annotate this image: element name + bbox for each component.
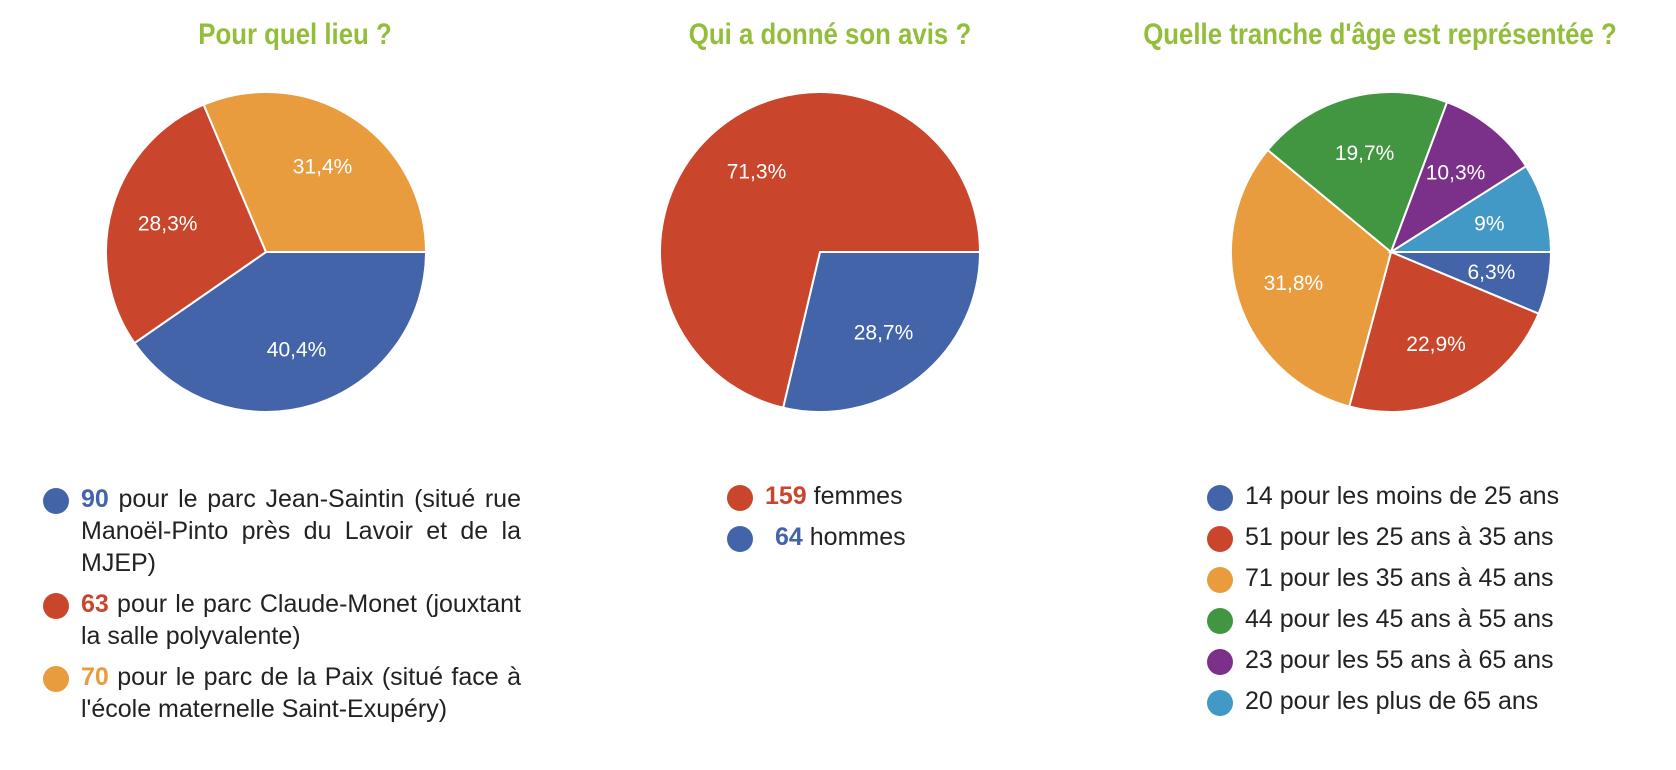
legend-text: 44 pour les 45 ans à 55 ans bbox=[1245, 605, 1554, 633]
legend-item-jean-saintin: 90 pour le parc Jean-Saintin (situé rue … bbox=[43, 483, 521, 579]
pie-slice bbox=[105, 103, 268, 345]
slice-label: 22,9% bbox=[1406, 333, 1466, 356]
slice-label: 9% bbox=[1474, 212, 1504, 235]
legend-dot bbox=[1207, 690, 1233, 716]
chart-title-lieu: Pour quel lieu ? bbox=[198, 18, 392, 51]
pie-slice bbox=[659, 91, 982, 409]
legend-text: femmes bbox=[813, 482, 903, 510]
legend-count: 90 bbox=[81, 485, 109, 513]
legend-dot bbox=[1207, 649, 1233, 675]
pie-slice bbox=[1389, 100, 1528, 255]
legend-dot bbox=[727, 485, 753, 511]
legend-item-claude-monet: 63 pour le parc Claude-Monet (jouxtant l… bbox=[43, 588, 521, 652]
slice-label: 6,3% bbox=[1467, 261, 1515, 284]
legend-text: 71 pour les 35 ans à 45 ans bbox=[1245, 564, 1554, 592]
slice-label: 40,4% bbox=[267, 339, 327, 362]
legend-text: pour le parc de la Paix (situé face à l'… bbox=[81, 663, 521, 723]
legend-item-age-6: 20 pour les plus de 65 ans bbox=[1207, 685, 1647, 717]
legend-text: 14 pour les moins de 25 ans bbox=[1245, 482, 1560, 510]
legend-text: 20 pour les plus de 65 ans bbox=[1245, 687, 1539, 715]
legend-count: 159 bbox=[765, 482, 807, 510]
legend-item-age-5: 23 pour les 55 ans à 65 ans bbox=[1207, 644, 1647, 676]
legend-dot bbox=[1207, 608, 1233, 634]
pie-chart-age: 6,3% 22,9% 31,8% 19,7% 10,3% 9% bbox=[1230, 91, 1553, 413]
legend-item-age-2: 51 pour les 25 ans à 35 ans bbox=[1207, 521, 1647, 553]
slice-label: 10,3% bbox=[1426, 161, 1486, 184]
legend-text: pour le parc Jean-Saintin (situé rue Man… bbox=[81, 485, 521, 577]
pie-slice bbox=[133, 251, 428, 413]
legend-lieu: 90 pour le parc Jean-Saintin (situé rue … bbox=[43, 483, 521, 734]
legend-text: 23 pour les 55 ans à 65 ans bbox=[1245, 646, 1554, 674]
slice-label: 19,7% bbox=[1335, 142, 1395, 165]
pie-slice bbox=[1348, 250, 1540, 413]
chart-title-avis: Qui a donné son avis ? bbox=[688, 18, 972, 51]
legend-item-age-3: 71 pour les 35 ans à 45 ans bbox=[1207, 562, 1647, 594]
legend-count: 70 bbox=[81, 663, 109, 691]
legend-count: 63 bbox=[81, 590, 109, 618]
legend-text: 51 pour les 25 ans à 35 ans bbox=[1245, 523, 1554, 551]
pie-slice bbox=[1387, 164, 1553, 253]
legend-item-age-4: 44 pour les 45 ans à 55 ans bbox=[1207, 603, 1647, 635]
legend-dot bbox=[43, 666, 69, 692]
legend-item-paix: 70 pour le parc de la Paix (situé face à… bbox=[43, 661, 521, 725]
legend-dot bbox=[43, 488, 69, 514]
legend-dot bbox=[1207, 526, 1233, 552]
chart-title-age: Quelle tranche d'âge est représentée ? bbox=[1143, 18, 1617, 51]
legend-age: 14 pour les moins de 25 ans 51 pour les … bbox=[1207, 480, 1647, 726]
slice-label: 28,7% bbox=[854, 321, 914, 344]
legend-text: hommes bbox=[809, 523, 906, 551]
pie-chart-lieu: 40,4% 28,3% 31,4% bbox=[105, 91, 428, 413]
pie-chart-avis: 28,7% 71,3% bbox=[659, 91, 982, 413]
legend-item-age-1: 14 pour les moins de 25 ans bbox=[1207, 480, 1647, 512]
legend-avis: 159 femmes 64 hommes bbox=[727, 480, 1027, 562]
pie-slice bbox=[202, 91, 428, 253]
pie-slice bbox=[1230, 148, 1393, 408]
slice-label: 71,3% bbox=[727, 161, 787, 184]
pie-slice bbox=[1266, 91, 1449, 254]
slice-label: 31,4% bbox=[293, 156, 353, 179]
legend-item-hommes: 64 hommes bbox=[727, 521, 1027, 553]
legend-dot bbox=[1207, 485, 1233, 511]
legend-item-femmes: 159 femmes bbox=[727, 480, 1027, 512]
legend-dot bbox=[727, 526, 753, 552]
legend-count: 64 bbox=[775, 523, 803, 551]
legend-text: pour le parc Claude-Monet (jouxtant la s… bbox=[81, 590, 521, 650]
slice-label: 28,3% bbox=[138, 212, 198, 235]
slice-label: 31,8% bbox=[1264, 272, 1324, 295]
legend-dot bbox=[43, 593, 69, 619]
legend-dot bbox=[1207, 567, 1233, 593]
pie-slice bbox=[781, 251, 982, 413]
